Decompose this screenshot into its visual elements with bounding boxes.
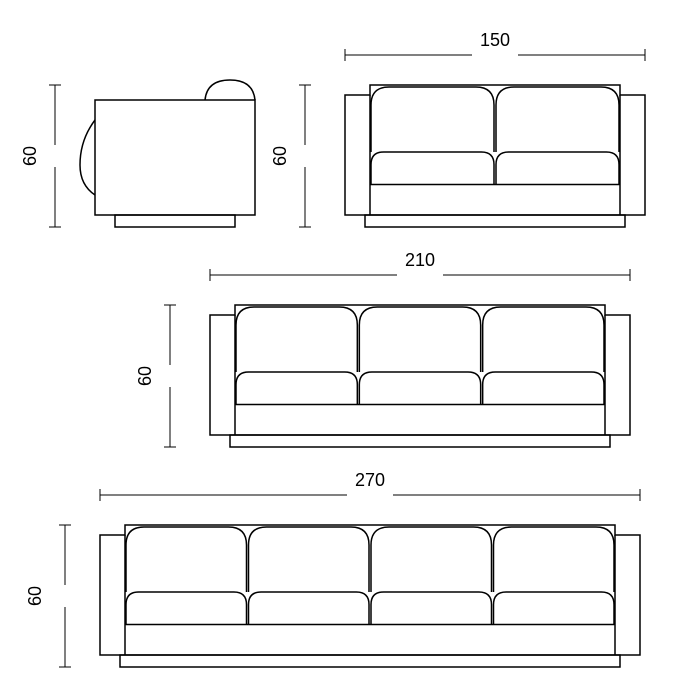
dimension-label: 60 [20,146,40,166]
dimension-label: 60 [135,366,155,386]
sofa-side [80,80,255,227]
sofa-dimension-diagram: 60 150 60 210 60 270 60 [0,0,700,700]
dimension-label: 270 [355,470,385,490]
dimension-label: 60 [25,586,45,606]
sofa-two_seat [345,85,645,227]
sofa-three_seat [210,305,630,447]
sofa-four_seat [100,525,640,667]
dimension-label: 60 [270,146,290,166]
dimension-label: 150 [480,30,510,50]
dimension-label: 210 [405,250,435,270]
